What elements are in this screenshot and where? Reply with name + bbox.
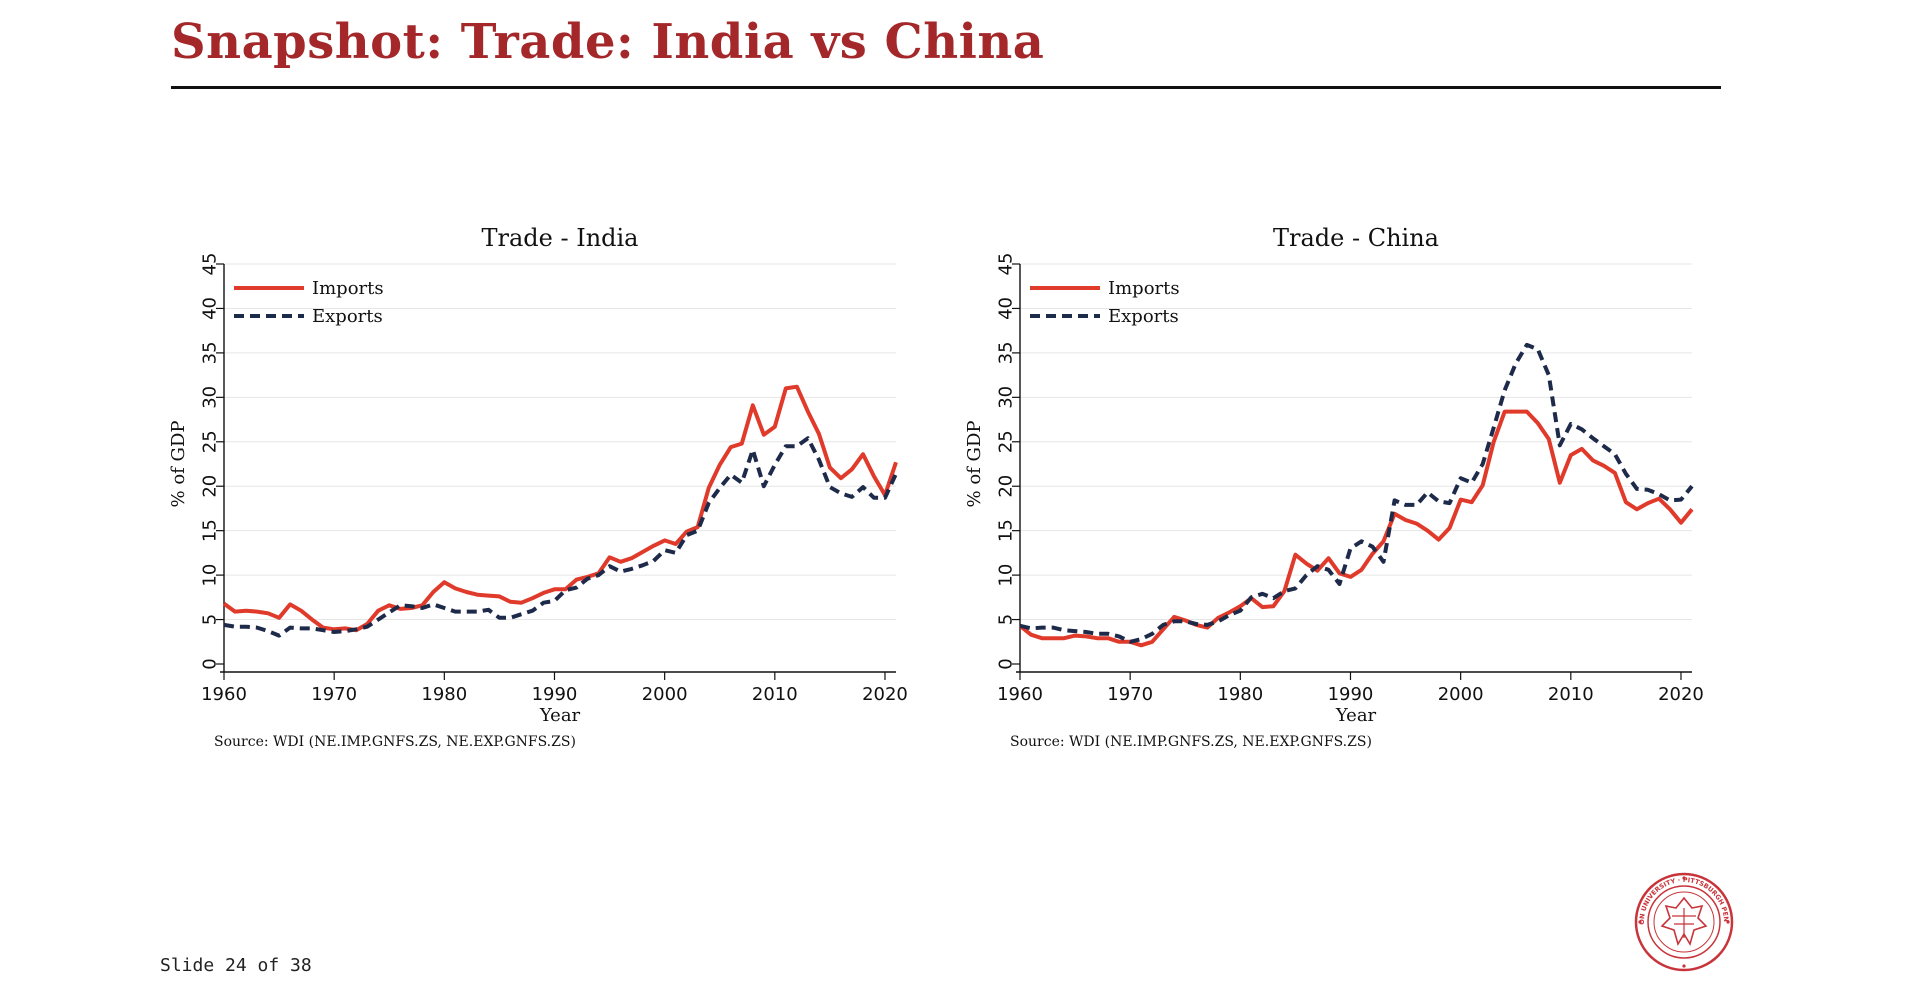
legend-label-imports: Imports <box>312 278 384 299</box>
y-tick-label: 40 <box>996 297 1017 320</box>
series-line-exports <box>1019 342 1694 644</box>
university-seal-logo: CARNEGIE MELLON UNIVERSITY · PITTSBURGH … <box>1630 868 1734 972</box>
y-tick-label: 20 <box>996 475 1017 498</box>
y-tick-label: 20 <box>200 475 221 498</box>
chart-title: Trade - China <box>1273 224 1439 252</box>
y-tick-label: 15 <box>200 519 221 542</box>
y-tick-label: 45 <box>200 253 221 276</box>
y-tick-label: 30 <box>200 386 221 409</box>
x-axis-title: Year <box>1335 705 1377 726</box>
y-tick-label: 0 <box>996 658 1017 669</box>
y-tick-label: 40 <box>200 297 221 320</box>
x-tick-label: 2010 <box>1548 684 1594 705</box>
chart-title: Trade - India <box>481 224 638 252</box>
y-tick-label: 5 <box>200 614 221 625</box>
y-tick-label: 30 <box>996 386 1017 409</box>
slide-number: Slide 24 of 38 <box>160 955 312 976</box>
y-tick-label: 25 <box>996 430 1017 453</box>
x-tick-label: 2000 <box>642 684 688 705</box>
series-line-imports <box>222 384 898 633</box>
x-tick-label: 1960 <box>997 684 1043 705</box>
x-tick-label: 2010 <box>752 684 798 705</box>
x-tick-label: 1980 <box>1217 684 1263 705</box>
x-tick-label: 1980 <box>421 684 467 705</box>
x-tick-label: 1970 <box>311 684 357 705</box>
chart-source: Source: WDI (NE.IMP.GNFS.ZS, NE.EXP.GNFS… <box>1010 734 1372 750</box>
x-tick-label: 2000 <box>1438 684 1484 705</box>
series-line-imports <box>1018 409 1694 648</box>
x-tick-label: 1990 <box>532 684 578 705</box>
x-tick-label: 1970 <box>1107 684 1153 705</box>
y-tick-label: 45 <box>996 253 1017 276</box>
y-axis-title: % of GDP <box>168 421 189 508</box>
y-tick-label: 5 <box>996 614 1017 625</box>
legend-label-exports: Exports <box>1108 306 1179 327</box>
y-axis-title: % of GDP <box>964 421 985 508</box>
legend-label-imports: Imports <box>1108 278 1180 299</box>
y-tick-label: 10 <box>996 564 1017 587</box>
title-divider <box>171 86 1721 89</box>
y-tick-label: 0 <box>200 658 221 669</box>
y-tick-label: 35 <box>996 341 1017 364</box>
x-tick-label: 2020 <box>862 684 908 705</box>
y-tick-label: 25 <box>200 430 221 453</box>
x-tick-label: 1990 <box>1328 684 1374 705</box>
series-line-exports <box>223 436 898 638</box>
chart-source: Source: WDI (NE.IMP.GNFS.ZS, NE.EXP.GNFS… <box>214 734 576 750</box>
legend-label-exports: Exports <box>312 306 383 327</box>
x-tick-label: 2020 <box>1658 684 1704 705</box>
y-tick-label: 15 <box>996 519 1017 542</box>
slide-title: Snapshot: Trade: India vs China <box>171 14 1045 70</box>
x-axis-title: Year <box>539 705 581 726</box>
y-tick-label: 35 <box>200 341 221 364</box>
y-tick-label: 10 <box>200 564 221 587</box>
x-tick-label: 1960 <box>201 684 247 705</box>
